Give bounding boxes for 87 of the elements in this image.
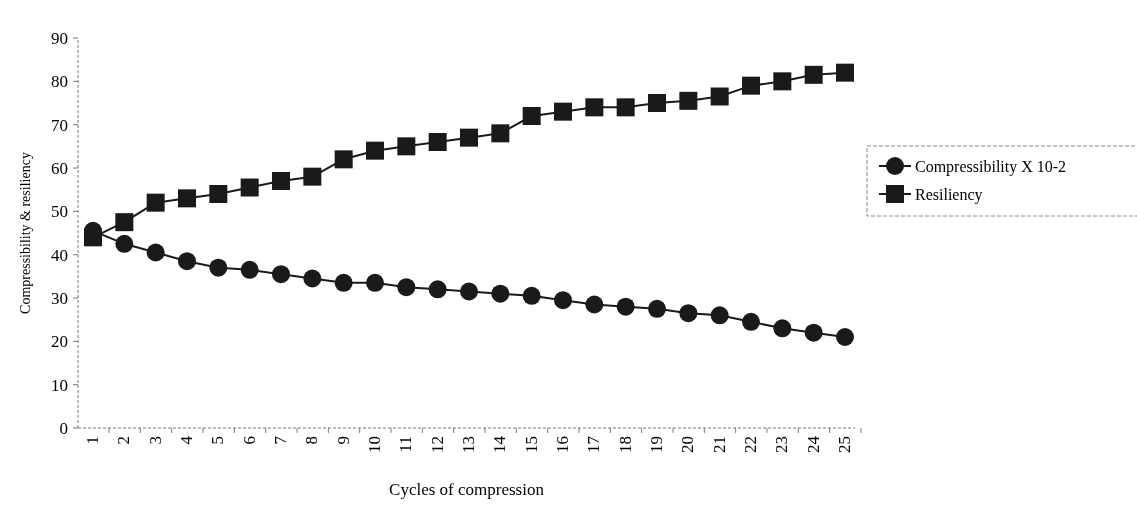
point (554, 291, 572, 310)
y-tick-label: 20 (51, 332, 68, 352)
point (115, 234, 134, 253)
point (460, 282, 478, 301)
point (616, 297, 635, 316)
y-tick-label: 70 (51, 115, 68, 135)
point (146, 243, 165, 262)
point (836, 328, 854, 346)
point (773, 319, 792, 338)
x-tick-label: 23 (772, 436, 792, 453)
point (178, 252, 196, 271)
point (240, 260, 259, 279)
point (616, 98, 635, 117)
x-tick-label: 6 (239, 436, 259, 445)
x-tick-label: 11 (396, 436, 416, 453)
point (115, 213, 134, 232)
x-tick-label: 16 (553, 436, 572, 453)
x-tick-label: 7 (271, 435, 290, 445)
point (554, 102, 572, 121)
point (710, 87, 729, 106)
point (272, 172, 290, 190)
x-tick-label: 17 (584, 435, 604, 453)
y-tick-label: 80 (51, 72, 68, 92)
y-tick-label: 0 (59, 418, 68, 438)
x-tick-label: 20 (678, 436, 698, 453)
point (428, 133, 447, 151)
y-tick-label: 10 (51, 375, 68, 395)
point (209, 258, 228, 277)
y-tick-label: 90 (51, 28, 68, 48)
point (648, 94, 666, 112)
x-tick-label: 25 (835, 436, 854, 453)
y-axis-title: Compressibility & resiliency (18, 152, 33, 314)
legend-label: Compressibility X 10-2 (915, 157, 1067, 176)
x-tick-label: 19 (647, 436, 666, 453)
point (428, 280, 447, 299)
x-tick-label: 3 (145, 436, 165, 445)
x-tick-label: 13 (459, 436, 478, 453)
point (679, 304, 698, 323)
point (491, 284, 510, 303)
point (272, 265, 290, 284)
y-tick-label: 50 (51, 202, 68, 222)
x-tick-label: 5 (208, 436, 228, 445)
x-tick-label: 1 (83, 436, 102, 445)
point (334, 273, 353, 292)
point (303, 269, 322, 288)
point (178, 189, 196, 208)
x-tick-label: 22 (741, 436, 760, 453)
point (397, 137, 416, 156)
x-tick-label: 4 (177, 435, 196, 445)
point (522, 107, 541, 125)
x-tick-label: 2 (114, 436, 134, 445)
point (679, 91, 698, 110)
x-tick-label: 8 (302, 436, 322, 445)
point (491, 124, 510, 143)
x-tick-label: 15 (521, 436, 541, 453)
point (742, 76, 760, 95)
x-tick-label: 24 (803, 435, 823, 453)
point (209, 185, 228, 203)
point (710, 306, 729, 325)
y-tick-label: 30 (51, 288, 68, 308)
x-tick-label: 18 (615, 436, 635, 453)
point (804, 323, 823, 342)
x-tick-label: 14 (490, 435, 510, 453)
point (773, 72, 792, 91)
point (522, 286, 541, 305)
point (460, 128, 478, 147)
y-tick-label: 60 (51, 158, 68, 178)
point (397, 278, 416, 297)
point (585, 295, 604, 314)
point (303, 167, 322, 186)
x-axis-title: Cycles of compression (389, 480, 545, 499)
x-tick-label: 9 (333, 436, 353, 445)
x-tick-label: 12 (427, 436, 447, 453)
y-tick-label: 40 (51, 245, 68, 265)
point (742, 312, 760, 331)
point (366, 273, 384, 292)
point (334, 150, 353, 169)
point (240, 178, 259, 197)
point (648, 299, 666, 318)
point (146, 193, 165, 212)
point (585, 98, 604, 117)
point (804, 65, 823, 84)
point (836, 63, 854, 82)
x-tick-label: 21 (709, 436, 729, 453)
legend-label: Resiliency (915, 185, 983, 204)
x-tick-label: 10 (365, 436, 384, 453)
point (366, 141, 384, 160)
